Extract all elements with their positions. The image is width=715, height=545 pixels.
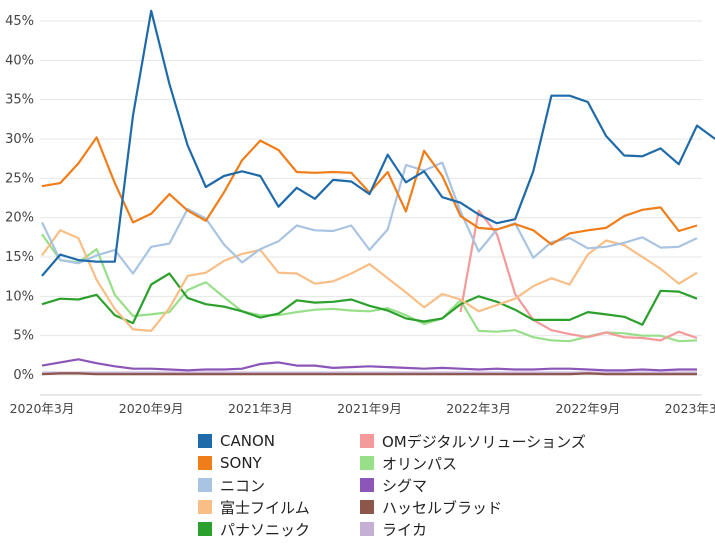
series-line-ニコン bbox=[41, 161, 698, 275]
legend-item: ハッセルブラッド bbox=[360, 496, 502, 518]
x-tick-label: 2021年9月 bbox=[337, 401, 402, 416]
series-line-CANON bbox=[41, 9, 715, 277]
x-tick-label: 2022年3月 bbox=[446, 401, 511, 416]
legend-item: オリンパス bbox=[360, 452, 457, 474]
y-tick-label: 30% bbox=[5, 132, 34, 147]
legend-swatch bbox=[360, 456, 374, 470]
legend-item: OMデジタルソリューションズ bbox=[360, 430, 586, 452]
legend-label: SONY bbox=[220, 454, 262, 472]
x-tick-label: 2020年9月 bbox=[119, 401, 184, 416]
series-line-SONY bbox=[41, 136, 698, 246]
x-axis-ticks: 2020年3月 2020年9月 2021年3月 2021年9月 2022年3月 2022年… bbox=[10, 401, 715, 416]
legend-swatch bbox=[360, 478, 374, 492]
x-tick-label: 2021年3月 bbox=[228, 401, 293, 416]
legend-item: SONY bbox=[198, 452, 262, 474]
series-lines bbox=[41, 9, 715, 376]
legend-swatch bbox=[360, 500, 374, 514]
legend-label: ハッセルブラッド bbox=[382, 498, 503, 517]
y-axis-ticks: 0% 5% 10% 15% 20% 25% 30% 35% 40% 45% bbox=[5, 14, 34, 383]
series-line-OMデジタルソリューションズ bbox=[459, 209, 698, 342]
legend-label: OMデジタルソリューションズ bbox=[382, 432, 586, 451]
legend-label: ライカ bbox=[382, 520, 428, 539]
legend-item: ライカ bbox=[360, 518, 427, 540]
legend-label: オリンパス bbox=[382, 454, 458, 473]
x-tick-label: 2022年9月 bbox=[555, 401, 620, 416]
legend-swatch bbox=[360, 434, 374, 448]
legend-item: ニコン bbox=[198, 474, 265, 496]
legend-item: シグマ bbox=[360, 474, 427, 496]
legend-label: ニコン bbox=[220, 476, 266, 495]
legend-swatch bbox=[198, 456, 212, 470]
x-tick-label: 2023年3月 bbox=[665, 401, 715, 416]
x-tick-label: 2020年3月 bbox=[10, 401, 75, 416]
legend-item: 富士フイルム bbox=[198, 496, 310, 518]
series-line-パナソニック bbox=[41, 272, 698, 326]
y-tick-label: 40% bbox=[5, 53, 34, 68]
series-line-ハッセルブラッド bbox=[41, 372, 697, 376]
legend-label: シグマ bbox=[382, 476, 428, 495]
legend-label: パナソニック bbox=[220, 520, 311, 539]
legend-label: CANON bbox=[220, 432, 275, 450]
series-line-富士フイルム bbox=[41, 229, 698, 332]
y-tick-label: 45% bbox=[5, 14, 34, 29]
y-tick-label: 10% bbox=[5, 289, 34, 304]
y-tick-label: 5% bbox=[13, 329, 34, 344]
y-tick-label: 25% bbox=[5, 171, 34, 186]
legend-item: CANON bbox=[198, 430, 275, 452]
y-tick-label: 35% bbox=[5, 93, 34, 108]
y-tick-label: 20% bbox=[5, 211, 34, 226]
y-tick-label: 15% bbox=[5, 250, 34, 265]
line-chart: 0%5%10%15%20%25%30%35%40%45% 2020年3月 2020… bbox=[5, 9, 715, 416]
legend-swatch bbox=[198, 500, 212, 514]
y-tick-label: 0% bbox=[13, 368, 34, 383]
legend-swatch bbox=[198, 522, 212, 536]
legend-label: 富士フイルム bbox=[220, 498, 310, 517]
gridlines bbox=[40, 20, 702, 376]
legend-swatch bbox=[198, 478, 212, 492]
legend-swatch bbox=[198, 434, 212, 448]
legend-item: パナソニック bbox=[198, 518, 310, 540]
series-line-シグマ bbox=[41, 358, 697, 372]
legend-swatch bbox=[360, 522, 374, 536]
